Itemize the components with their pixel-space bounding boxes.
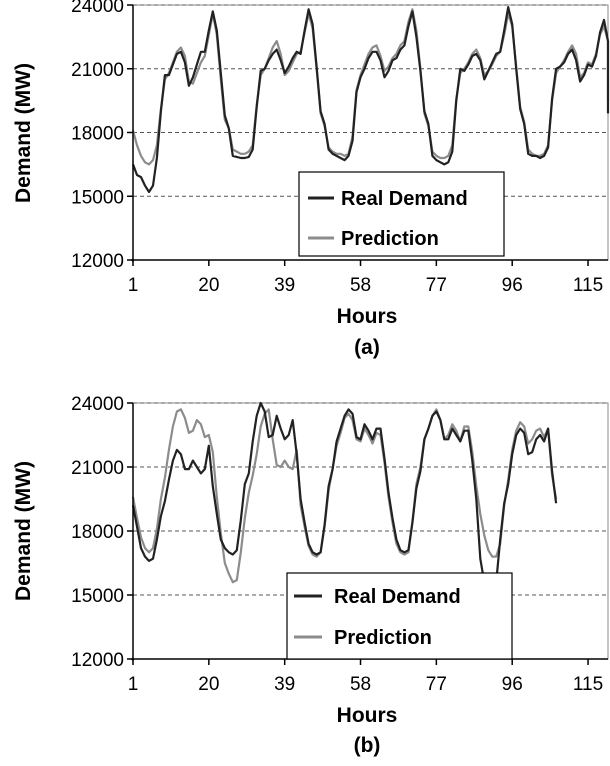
y-tick-label: 18000 xyxy=(71,124,124,145)
gridlines-a xyxy=(133,4,608,197)
legend-a: Real Demand Prediction xyxy=(298,171,505,257)
series-lines-a xyxy=(131,5,610,194)
x-tick-label: 115 xyxy=(573,674,603,695)
y-tick-label: 21000 xyxy=(71,458,124,479)
x-tick-label: 58 xyxy=(350,275,371,296)
x-axis-label-a: Hours xyxy=(337,305,398,328)
y-axis-label-b: Demand (MW) xyxy=(12,461,35,601)
x-tick-label: 39 xyxy=(274,275,295,296)
x-tick-label: 115 xyxy=(573,275,603,296)
y-tick-labels-a: 12000 15000 18000 21000 24000 xyxy=(71,0,133,272)
x-tick-label: 20 xyxy=(198,275,219,296)
x-tick-label: 96 xyxy=(502,275,523,296)
x-tick-label: 77 xyxy=(426,275,447,296)
caption-b: (b) xyxy=(354,734,381,757)
gridlines-b xyxy=(133,402,608,596)
legend-label-prediction-a: Prediction xyxy=(341,228,439,250)
y-tick-label: 18000 xyxy=(71,522,124,543)
chart-b: 12000 15000 18000 21000 24000 1 20 39 58 77 96 115… xyxy=(12,394,609,757)
legend-b: Real Demand Prediction xyxy=(286,572,513,660)
y-tick-label: 12000 xyxy=(71,650,124,671)
series-line-real-demand xyxy=(131,5,610,194)
caption-a: (a) xyxy=(354,336,380,359)
legend-box-a xyxy=(298,171,505,257)
x-tick-label: 77 xyxy=(426,674,447,695)
legend-label-real-a: Real Demand xyxy=(341,188,468,210)
legend-label-prediction-b: Prediction xyxy=(334,627,432,649)
legend-label-real-b: Real Demand xyxy=(334,586,461,608)
chart-a: 12000 15000 18000 21000 24000 1 20 39 58 77 96 115… xyxy=(12,0,610,359)
y-tick-label: 15000 xyxy=(71,187,124,208)
y-tick-label: 24000 xyxy=(71,394,124,415)
legend-box-b xyxy=(286,572,513,660)
y-axis-label-a: Demand (MW) xyxy=(12,63,35,203)
y-tick-labels-b: 12000 15000 18000 21000 24000 xyxy=(71,394,133,671)
x-tick-labels-b: 1 20 39 58 77 96 115 xyxy=(128,659,603,695)
x-tick-labels-a: 1 20 39 58 77 96 115 xyxy=(128,260,603,296)
x-axis-label-b: Hours xyxy=(337,704,398,727)
x-tick-label: 20 xyxy=(198,674,219,695)
y-tick-label: 24000 xyxy=(71,0,124,17)
x-tick-label: 1 xyxy=(128,674,139,695)
y-tick-label: 21000 xyxy=(71,60,124,81)
x-tick-label: 58 xyxy=(350,674,371,695)
x-tick-label: 39 xyxy=(274,674,295,695)
x-tick-label: 1 xyxy=(128,275,139,296)
y-tick-label: 12000 xyxy=(71,251,124,272)
y-tick-label: 15000 xyxy=(71,586,124,607)
x-tick-label: 96 xyxy=(502,674,523,695)
